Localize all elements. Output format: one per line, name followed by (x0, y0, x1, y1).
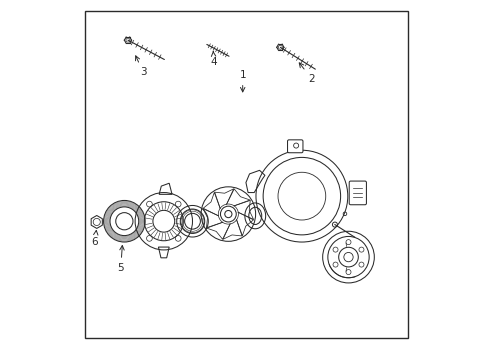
Text: 3: 3 (135, 56, 146, 77)
Text: 2: 2 (299, 63, 315, 84)
Bar (85, 12, 407, 338)
FancyBboxPatch shape (348, 181, 366, 205)
Text: 4: 4 (210, 51, 217, 67)
FancyBboxPatch shape (287, 140, 303, 153)
Text: 6: 6 (91, 230, 98, 247)
Text: 5: 5 (117, 246, 124, 273)
Text: 1: 1 (239, 70, 245, 92)
